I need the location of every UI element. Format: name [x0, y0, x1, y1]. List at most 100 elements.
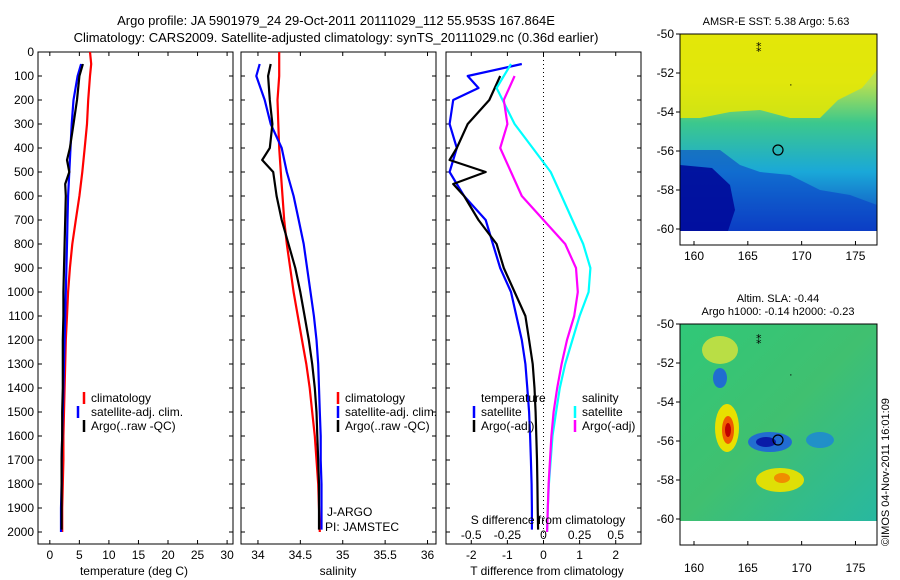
depth-tick-label: 700	[14, 213, 34, 227]
depth-tick-label: 1000	[7, 285, 34, 299]
series-climatology	[276, 52, 321, 533]
x-tick-label: 35	[336, 548, 350, 562]
float-pi-label: PI: JAMSTEC	[325, 520, 399, 534]
island-mark: ⁑	[756, 42, 762, 55]
map-lon-tick-label: 175	[845, 249, 865, 263]
depth-tick-label: 800	[14, 237, 34, 251]
sst-cold-region	[680, 165, 735, 231]
map-lat-tick-label: -58	[657, 183, 675, 197]
map-lat-tick-label: -56	[657, 434, 675, 448]
map-lon-tick-label: 170	[792, 561, 812, 575]
map-lat-tick-label: -52	[657, 356, 675, 370]
s-diff-tick-label: 0.5	[607, 528, 624, 542]
s-diff-tick-label: -0.5	[461, 528, 482, 542]
series-climatology	[61, 51, 93, 532]
legend-label-climatology: climatology	[91, 391, 151, 405]
sla-negative-eddy	[713, 368, 727, 388]
depth-tick-label: 1200	[7, 333, 34, 347]
map-lon-tick-label: 160	[684, 561, 704, 575]
sst-warm-region	[680, 34, 877, 118]
island-mark: ·	[789, 79, 793, 91]
depth-tick-label: 1500	[7, 405, 34, 419]
legend-label-satellite: satellite-adj. clim.	[91, 405, 183, 419]
map-lat-tick-label: -60	[657, 222, 675, 236]
x-tick-label: 35.5	[373, 548, 397, 562]
s-diff-tick-label: 0	[540, 528, 547, 542]
depth-tick-label: 400	[14, 141, 34, 155]
map-lat-tick-label: -54	[657, 395, 675, 409]
x-tick-label: 5	[76, 548, 83, 562]
figure-title-line2: Climatology: CARS2009. Satellite-adjuste…	[74, 30, 599, 45]
depth-tick-label: 900	[14, 261, 34, 275]
x-tick-label: -2	[466, 548, 477, 562]
map-lat-tick-label: -58	[657, 473, 675, 487]
salinity-axis-label: salinity	[320, 564, 357, 578]
axis-ticks: 0100200300400500600700800900100011001200…	[7, 45, 641, 562]
sla-map-frame	[679, 323, 878, 546]
series-salinity-argo-adj	[499, 75, 579, 533]
x-tick-label: 0	[46, 548, 53, 562]
depth-tick-label: 1400	[7, 381, 34, 395]
island-mark: ·	[789, 369, 793, 381]
legend-label-t-argo: Argo(-adj)	[481, 419, 534, 433]
series-argo-raw-qc	[60, 63, 84, 530]
series-satellite-adj-clim	[255, 63, 323, 530]
sst-map-nodata-strip	[680, 231, 877, 245]
argo-location-marker	[772, 144, 784, 156]
depth-tick-label: 600	[14, 189, 34, 203]
map-lon-tick-label: 160	[684, 249, 704, 263]
depth-tick-label: 100	[14, 69, 34, 83]
sla-positive-eddy-core	[774, 473, 790, 483]
sla-positive-eddy-core	[725, 423, 731, 437]
depth-tick-label: 1600	[7, 429, 34, 443]
sla-map: ⁑ ·	[679, 323, 878, 546]
profile-series	[59, 51, 592, 533]
depth-tick-label: 1800	[7, 477, 34, 491]
sla-map-nodata-strip	[680, 521, 877, 545]
x-tick-label: 10	[102, 548, 116, 562]
temperature-axis-label: temperature (deg C)	[80, 564, 188, 578]
s-diff-tick-label: -0.25	[494, 528, 522, 542]
x-tick-label: 15	[132, 548, 146, 562]
depth-tick-label: 1900	[7, 501, 34, 515]
s-diff-tick-label: 0.25	[568, 528, 592, 542]
depth-tick-label: 300	[14, 117, 34, 131]
map-lon-tick-label: 175	[845, 561, 865, 575]
x-tick-label: 34	[251, 548, 265, 562]
series-argo-raw-qc	[261, 63, 321, 530]
difference-legend: temperature satellite Argo(-adj) salinit…	[472, 391, 635, 433]
depth-tick-label: 0	[27, 45, 34, 59]
x-tick-label: -1	[502, 548, 513, 562]
map-axis-ticks: -50 -52 -54 -56 -58 -60 -50 -52 -54 -56 -58 -60 160 1…	[657, 27, 866, 575]
sst-map: ⁑ ·	[679, 33, 878, 246]
legend-title-temperature: temperature	[481, 391, 546, 405]
difference-panel-frame	[445, 51, 642, 545]
t-difference-axis-label: T difference from climatology	[470, 564, 624, 578]
legend-title-salinity: salinity	[582, 391, 619, 405]
legend-label-satellite: satellite-adj. clim.	[345, 405, 437, 419]
map-lat-tick-label: -60	[657, 512, 675, 526]
x-tick-label: 0	[540, 548, 547, 562]
depth-tick-label: 500	[14, 165, 34, 179]
series-temperature-argo-adj	[448, 75, 540, 530]
depth-tick-label: 1700	[7, 453, 34, 467]
sla-map-title-line2: Argo h1000: -0.14 h2000: -0.23	[702, 306, 855, 318]
legend-label-argo: Argo(..raw -QC)	[345, 419, 430, 433]
salinity-panel-frame	[240, 51, 437, 545]
map-lat-tick-label: -52	[657, 66, 675, 80]
sla-map-title-line1: Altim. SLA: -0.44	[737, 293, 820, 305]
depth-tick-label: 1300	[7, 357, 34, 371]
temperature-legend: climatology satellite-adj. clim. Argo(..…	[76, 391, 183, 433]
map-lat-tick-label: -50	[657, 317, 675, 331]
imos-credit: ©IMOS 04-Nov-2011 16:01:09	[880, 398, 892, 546]
s-difference-axis-label: S difference from climatology	[471, 513, 626, 527]
x-tick-label: 25	[191, 548, 205, 562]
legend-label-s-satellite: satellite	[582, 405, 623, 419]
depth-tick-label: 1100	[8, 309, 34, 323]
depth-tick-label: 2000	[7, 525, 34, 539]
map-lon-tick-label: 165	[738, 561, 758, 575]
sla-positive-eddy	[702, 336, 738, 364]
series-temperature-satellite	[448, 62, 533, 530]
sst-map-title: AMSR-E SST: 5.38 Argo: 5.63	[703, 16, 850, 28]
